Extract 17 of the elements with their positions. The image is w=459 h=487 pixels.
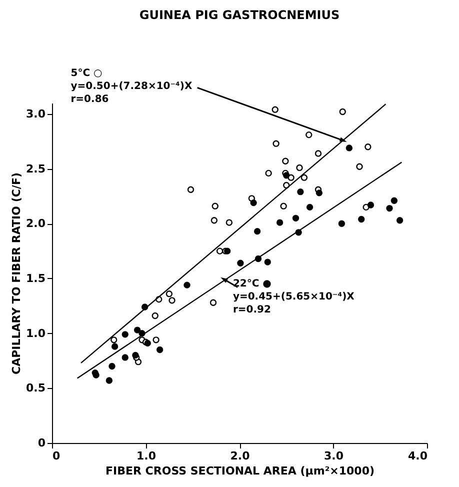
- y-tick-label: 1.5: [26, 272, 46, 285]
- chart-title: GUINEA PIG GASTROCNEMIUS: [139, 8, 340, 22]
- y-tick-label: 2.5: [26, 162, 46, 176]
- x-tick-label: 1.0: [136, 450, 156, 462]
- y-tick-label: 0: [38, 436, 46, 450]
- x-tick-label: 0: [52, 450, 60, 462]
- y-axis-title: CAPILLARY TO FIBER RATIO (C/F): [10, 172, 24, 374]
- x-tick-label: 3.0: [324, 450, 344, 462]
- y-tick-label: 1.0: [26, 326, 46, 340]
- annotation: 22°C ● y=0.45+(5.65×10⁻⁴)X r=0.92: [232, 278, 355, 316]
- y-tick-label: 2.0: [26, 217, 46, 230]
- x-tick-label: 2.0: [230, 450, 250, 462]
- y-tick-label: 0.5: [26, 382, 46, 395]
- annotation: 5°C ○ y=0.50+(7.28×10⁻⁴)X r=0.86: [70, 68, 192, 105]
- y-tick-label: 3.0: [26, 107, 46, 120]
- x-axis-title: FIBER CROSS SECTIONAL AREA (µm²×1000): [106, 464, 374, 478]
- x-tick-label: 4.0: [408, 450, 428, 462]
